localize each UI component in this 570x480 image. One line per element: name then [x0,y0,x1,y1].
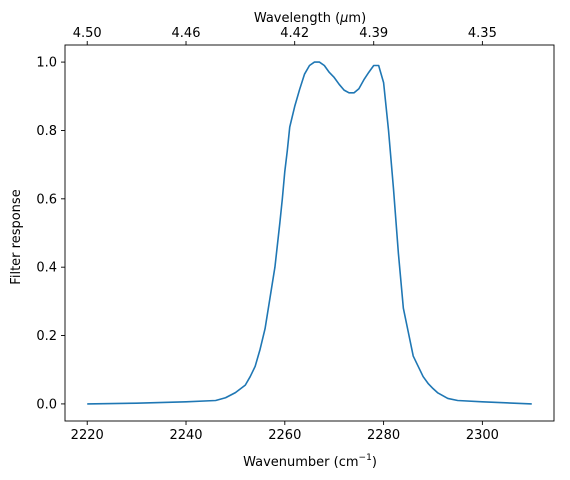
x-tick-label: 2220 [71,428,104,443]
bottom-x-axis: 2220 2240 2260 2280 2300 [71,421,499,443]
x-tick-label: 2300 [466,428,499,443]
plot-frame [64,44,555,422]
y-tick-label: 0.6 [36,192,57,207]
x-tick-label: 2280 [367,428,400,443]
plot-area [64,44,555,422]
top-x-axis: 4.50 4.46 4.42 4.39 4.35 [73,26,497,45]
y-tick-label: 0.2 [36,329,57,344]
top-tick-label: 4.35 [468,26,497,41]
top-tick-label: 4.42 [280,26,309,41]
y-tick-label: 0.4 [36,261,57,276]
y-axis: 0.0 0.2 0.4 0.6 0.8 1.0 [36,56,65,412]
top-tick-label: 4.50 [73,26,102,41]
top-tick-label: 4.39 [359,26,388,41]
top-tick-label: 4.46 [172,26,201,41]
y-axis-label: Filter response [9,189,24,284]
x-tick-label: 2240 [169,428,202,443]
series-layer [87,61,532,405]
top-x-axis-label: Wavelength (μm) [254,11,366,26]
x-axis-label: Wavenumber (cm−1) [243,453,377,470]
series-line-0 [87,61,532,405]
y-tick-label: 1.0 [36,56,57,71]
y-tick-label: 0.8 [36,124,57,139]
y-tick-label: 0.0 [36,397,57,412]
x-tick-label: 2260 [268,428,301,443]
